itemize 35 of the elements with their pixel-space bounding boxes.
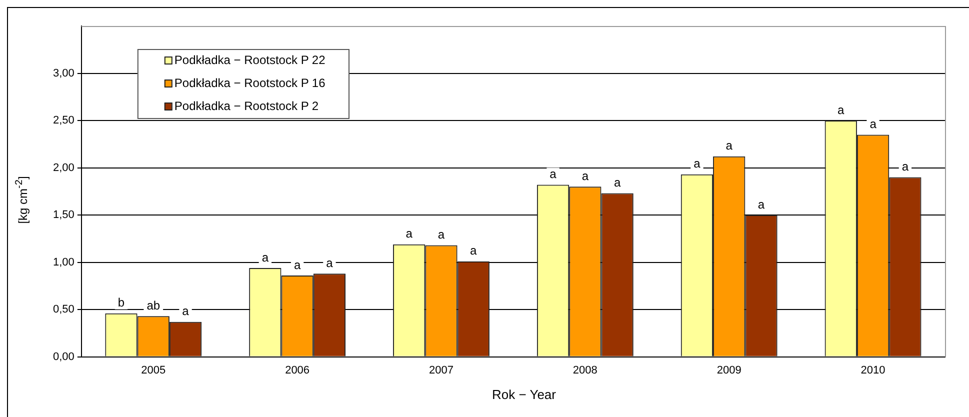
data-label: b [118, 296, 125, 310]
data-label: a [326, 256, 334, 270]
x-tick-label: 2005 [141, 364, 166, 376]
y-tick-label: 1,50 [52, 209, 74, 222]
legend-label: Podkładka − Rootstock P 22 [174, 52, 326, 67]
data-label: a [406, 226, 413, 241]
y-tick-label: 0,00 [52, 350, 74, 363]
data-label: a [294, 258, 301, 272]
x-tick-label: 2010 [860, 364, 886, 376]
data-label: a [550, 167, 557, 182]
x-tick-label: 2008 [572, 364, 598, 376]
data-label: a [838, 102, 845, 117]
data-label: a [758, 197, 765, 212]
x-tick-label: 2009 [716, 364, 742, 376]
x-tick-label: 2007 [428, 364, 454, 376]
y-tick-label: 2,50 [52, 114, 74, 127]
data-label: a [902, 160, 909, 174]
data-label: a [470, 244, 478, 258]
y-tick-label: 1,00 [52, 256, 74, 268]
data-label: a [182, 304, 190, 318]
x-tick-label: 2006 [285, 364, 310, 376]
data-label: a [438, 228, 445, 242]
legend-label: Podkładka − Rootstock P 2 [174, 98, 319, 113]
x-axis-title: Rok − Year [492, 387, 556, 402]
data-label: a [262, 250, 269, 264]
y-tick-label: 0,50 [52, 304, 74, 316]
data-label: ab [146, 298, 160, 312]
y-tick-label: 2,00 [52, 162, 74, 174]
y-tick-label: 3,00 [52, 67, 74, 80]
data-label: a [582, 168, 589, 183]
data-label: a [726, 138, 733, 153]
data-label: a [870, 117, 877, 132]
legend-label: Podkładka − Rootstock P 16 [174, 76, 326, 90]
data-label: a [694, 156, 701, 171]
data-label: a [614, 176, 621, 190]
